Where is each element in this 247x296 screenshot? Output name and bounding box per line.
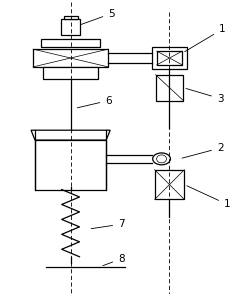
Polygon shape	[31, 130, 110, 140]
Text: 8: 8	[103, 254, 125, 266]
Ellipse shape	[153, 153, 170, 165]
Bar	[61, 20, 81, 35]
Bar	[41, 39, 100, 47]
Text: 6: 6	[77, 96, 112, 108]
Text: 7: 7	[91, 219, 125, 229]
Bar	[152, 47, 187, 69]
Text: 3: 3	[186, 89, 224, 104]
Bar	[156, 75, 183, 101]
Ellipse shape	[157, 155, 166, 163]
Bar	[35, 140, 106, 189]
Bar	[64, 15, 78, 20]
Bar	[43, 67, 98, 79]
Text: 2: 2	[182, 143, 224, 158]
Text: 5: 5	[81, 9, 115, 25]
Bar	[157, 51, 182, 65]
Text: 1: 1	[185, 24, 226, 52]
Bar	[155, 170, 184, 200]
Bar	[33, 49, 108, 67]
Text: 1: 1	[187, 186, 230, 209]
